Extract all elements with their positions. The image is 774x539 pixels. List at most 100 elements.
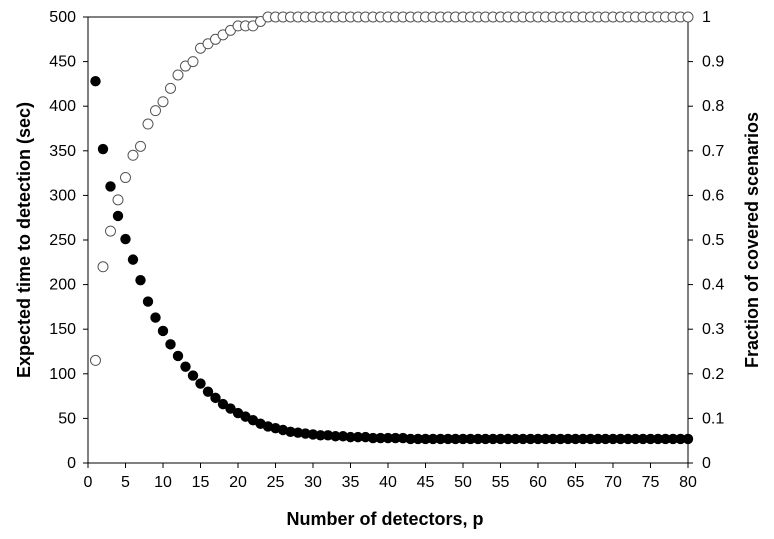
time-to-detection-point — [427, 433, 439, 445]
x-tick-label: 25 — [267, 474, 285, 491]
time-to-detection-point — [345, 431, 356, 443]
time-to-detection-point — [525, 433, 536, 445]
covered-fraction-point — [150, 105, 161, 117]
right-y-axis-ticks: 0 0.1 0.2 0.3 0.4 0.5 0.6 0.7 0.8 0.9 1 — [688, 9, 724, 472]
covered-fraction-point — [120, 172, 131, 184]
right-y-tick-label: 0.9 — [702, 54, 724, 71]
time-to-detection-point — [652, 433, 664, 445]
covered-fraction-point — [172, 69, 184, 81]
left-y-tick-label: 150 — [49, 321, 76, 338]
time-to-detection-point — [90, 76, 101, 87]
time-to-detection-point — [562, 433, 574, 445]
time-to-detection-point — [622, 433, 634, 445]
time-to-detection-point — [390, 432, 401, 444]
time-to-detection-point — [172, 350, 184, 362]
right-y-tick-label: 1 — [702, 9, 711, 26]
time-to-detection-point — [675, 433, 686, 445]
time-to-detection-point — [180, 361, 191, 372]
x-tick-label: 5 — [121, 474, 130, 491]
time-to-detection-point — [660, 433, 671, 445]
x-tick-label: 50 — [454, 474, 472, 491]
time-to-detection-point — [472, 433, 484, 445]
left-y-tick-label: 450 — [49, 54, 76, 71]
left-y-tick-label: 200 — [49, 277, 76, 294]
x-tick-label: 40 — [379, 474, 397, 491]
x-tick-label: 10 — [154, 474, 172, 491]
covered-fraction-point — [682, 11, 694, 23]
x-tick-label: 30 — [304, 474, 322, 491]
x-tick-label: 60 — [529, 474, 547, 491]
right-y-tick-label: 0 — [702, 455, 711, 472]
time-to-detection-point — [405, 433, 416, 445]
left-y-axis-ticks: 0 50 100 150 200 250 300 350 400 450 500 — [49, 9, 88, 472]
time-to-detection-point — [187, 370, 199, 381]
right-y-tick-label: 0.4 — [702, 277, 724, 294]
right-y-tick-label: 0.6 — [702, 187, 724, 204]
time-to-detection-point — [210, 392, 221, 404]
left-y-tick-label: 400 — [49, 98, 76, 115]
covered-fraction-point — [90, 354, 101, 366]
x-tick-label: 35 — [342, 474, 360, 491]
time-to-detection-point — [165, 339, 176, 350]
time-to-detection-point — [375, 432, 386, 444]
right-y-axis-title: Fraction of covered scenarios — [742, 112, 762, 368]
right-y-tick-label: 0.1 — [702, 410, 724, 427]
covered-fraction-point — [165, 82, 176, 94]
time-to-detection-point — [315, 430, 326, 441]
right-y-tick-label: 0.7 — [702, 143, 724, 160]
time-to-detection-point — [457, 433, 469, 445]
covered-fraction-point — [97, 261, 109, 273]
time-to-detection-point — [502, 433, 514, 445]
time-to-detection-point — [465, 433, 476, 445]
time-to-detection-point — [450, 433, 461, 445]
x-tick-label: 80 — [679, 474, 697, 491]
time-to-detection-point — [555, 433, 566, 445]
left-y-tick-label: 350 — [49, 143, 76, 160]
right-y-tick-label: 0.2 — [702, 366, 724, 383]
covered-fraction-point — [157, 96, 169, 108]
time-to-detection-point — [352, 431, 364, 443]
time-to-detection-point — [330, 431, 341, 442]
left-y-tick-label: 500 — [49, 9, 76, 26]
time-to-detection-point — [547, 433, 559, 445]
time-to-detection-point — [367, 432, 379, 444]
time-to-detection-point — [127, 254, 139, 265]
time-to-detection-point — [630, 433, 641, 445]
covered-fraction-point — [187, 56, 199, 68]
time-to-detection-point — [112, 210, 124, 222]
time-to-detection-point — [487, 433, 499, 445]
time-to-detection-point — [157, 325, 169, 337]
time-to-detection-point — [607, 433, 619, 445]
x-tick-label: 15 — [192, 474, 210, 491]
time-to-detection-point — [532, 433, 544, 445]
x-tick-label: 65 — [567, 474, 585, 491]
left-y-tick-label: 0 — [67, 455, 76, 472]
time-to-detection-point — [97, 143, 109, 155]
left-y-tick-label: 100 — [49, 366, 76, 383]
time-to-detection-point — [412, 433, 424, 445]
left-y-tick-label: 300 — [49, 187, 76, 204]
time-to-detection-point — [442, 433, 454, 445]
left-y-tick-label: 250 — [49, 232, 76, 249]
time-to-detection-point — [637, 433, 649, 445]
time-to-detection-point — [517, 433, 529, 445]
time-to-detection-point — [120, 233, 131, 245]
covered-fraction-points — [90, 11, 694, 366]
left-y-axis-title: Expected time to detection (sec) — [14, 102, 34, 378]
time-to-detection-point — [667, 433, 679, 445]
time-to-detection-point — [495, 433, 506, 445]
covered-fraction-point — [135, 140, 146, 152]
time-to-detection-point — [570, 433, 581, 445]
time-to-detection-point — [435, 433, 446, 445]
x-tick-label: 20 — [229, 474, 247, 491]
time-to-detection-point — [615, 433, 626, 445]
time-to-detection-point — [540, 433, 551, 445]
right-y-tick-label: 0.8 — [702, 98, 724, 115]
time-to-detection-point — [225, 403, 236, 414]
time-to-detection-point — [105, 181, 116, 192]
time-to-detection-point — [585, 433, 596, 445]
covered-fraction-point — [142, 118, 154, 130]
x-tick-label: 75 — [642, 474, 660, 491]
covered-fraction-point — [105, 225, 116, 237]
